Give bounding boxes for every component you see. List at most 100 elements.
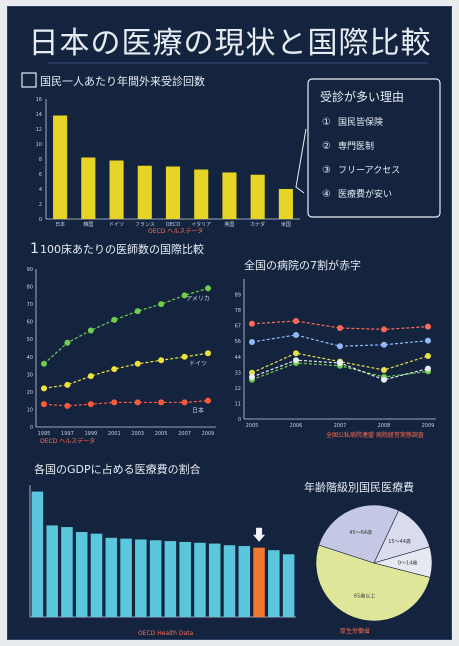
chart1-category-label: ドイツ (109, 222, 124, 228)
reason-text: フリーアクセス (338, 165, 400, 176)
chart3-x-tick: 2009 (422, 423, 435, 429)
chart1-bar (53, 115, 68, 219)
chart5-slice-label: 0～14歳 (398, 559, 418, 566)
chart2-series-label: 日本 (192, 407, 204, 415)
chart2-point (158, 399, 165, 406)
chart1-y-tick: 14 (36, 112, 42, 118)
chart2-series-line (43, 287, 209, 365)
chart2-y-tick: 50 (27, 337, 33, 343)
chart2-point (134, 399, 141, 406)
chart2-point (64, 339, 71, 346)
chart2-x-tick: 1995 (38, 431, 51, 437)
chart2-y-tick: 70 (27, 302, 33, 308)
outpatient-visits-chart: 国民一人あたり年間外来受診回数 0 2 4 6 8 10 12 14 16 日本 韓国 ドイツ フランス… (21, 72, 300, 235)
chart1-y-tick: 0 (39, 217, 42, 223)
chart4-bar (164, 541, 177, 617)
chart3-x-tick: 2008 (378, 423, 391, 429)
chart1-category-label: イタリア (191, 221, 211, 228)
reason-text: 医療費が安い (338, 188, 392, 200)
chart1-y-tick: 6 (39, 172, 42, 178)
chart2-y-tick: 30 (27, 372, 33, 378)
chart5-slice-label: 65歳以上 (354, 592, 375, 599)
chart3-y-tick: 78 (235, 308, 241, 314)
chart1-bar (109, 160, 124, 219)
chart3-point (249, 339, 255, 345)
reason-text: 専門医制 (338, 140, 374, 152)
chart2-point (158, 357, 165, 364)
chart1-bar (165, 166, 181, 219)
chart3-y-tick: 89 (235, 293, 241, 299)
chart3-point (381, 341, 387, 348)
chart2-point (205, 285, 211, 292)
reason-number: ② (322, 141, 331, 152)
chart3-point (381, 376, 387, 383)
chart3-y-tick: 44 (235, 355, 241, 361)
chart3-point (381, 367, 387, 373)
chart1-y-tick: 16 (36, 97, 42, 103)
chart1-bar (81, 157, 96, 219)
chart2-title: 100床あたりの医師数の国際比較 (40, 242, 204, 256)
chart1-category-label: 日本 (55, 221, 65, 228)
poster-board: 日本の医療の現状と国際比較 国民一人あたり年間外来受診回数 0 2 4 6 8 10 12 1… (7, 6, 452, 640)
chart4-bar (31, 491, 44, 617)
chart2-point (64, 381, 71, 388)
chart3-y-tick: 11 (235, 401, 241, 407)
chart1-y-tick: 8 (39, 157, 42, 163)
chart4-highlight-bar (253, 547, 265, 617)
chart4-bar (268, 550, 280, 617)
chart3-source: 全国公私病院連盟 病院経営実態調査 (326, 431, 424, 439)
chart3-point (249, 374, 255, 380)
chart2-point (41, 385, 47, 392)
chart4-bar (223, 545, 236, 617)
chart2-y-tick: 90 (27, 267, 33, 273)
chart4-bar (282, 554, 295, 617)
chart4-bar (135, 539, 147, 617)
chart2-x-tick: 1997 (61, 431, 74, 437)
chart2-point (111, 366, 118, 373)
chart2-x-tick: 2007 (178, 431, 191, 437)
chart2-point (205, 350, 211, 357)
chart2-x-tick: 2005 (155, 431, 168, 437)
chart3-point (293, 350, 299, 357)
poster-canvas: 日本の医療の現状と国際比較 国民一人あたり年間外来受診回数 0246810121… (21, 26, 441, 637)
chart4-bar (46, 525, 58, 617)
chart3-y-tick: 22 (235, 386, 241, 392)
chart1-title-box (21, 72, 37, 88)
chart2-source: OECD ヘルスデータ (40, 437, 95, 445)
chart3-x-tick: 2005 (246, 423, 259, 429)
chart3-point (293, 357, 299, 364)
reason-number: ① (322, 117, 331, 128)
chart1-y-tick: 2 (39, 202, 42, 208)
chart1-category-label: 韓国 (83, 221, 93, 228)
chart5-slice-label: 45～64歳 (349, 529, 372, 536)
doctors-per-bed-chart: 1 100床あたりの医師数の国際比較 0 10 20 30 40 50 60 70 80 90 19… (27, 241, 216, 445)
chart2-y-tick: 60 (27, 320, 33, 326)
chart3-point (425, 337, 431, 344)
chart4-bar (75, 532, 88, 617)
chart3-point (337, 325, 343, 331)
chart1-bar (250, 174, 265, 219)
chart4-bar (179, 541, 191, 617)
chart3-y-tick: 0 (238, 417, 241, 423)
reasons-pointer (295, 128, 307, 194)
chart2-y-tick: 20 (27, 390, 33, 396)
chart3-point (293, 332, 299, 338)
chart3-y-tick: 33 (235, 370, 241, 376)
chart2-series-label: アメリカ (186, 295, 210, 302)
chart1-bar (222, 172, 237, 219)
reason-number: ③ (322, 165, 331, 176)
chart2-x-tick: 2003 (131, 431, 144, 437)
chart2-point (87, 401, 94, 408)
chart3-x-tick: 2007 (334, 423, 347, 429)
chart1-title: 国民一人あたり年間外来受診回数 (40, 74, 205, 88)
chart1-source: OECD ヘルスデータ (148, 227, 203, 235)
reason-number: ④ (322, 189, 331, 200)
reasons-frame (307, 78, 441, 218)
chart1-category-label: カナダ (250, 221, 265, 228)
chart4-bar (120, 538, 132, 617)
chart2-point (158, 301, 165, 308)
chart5-title: 年齢階級別国民医療費 (304, 480, 414, 494)
chart2-y-tick: 80 (27, 285, 33, 291)
chart3-point (249, 320, 255, 327)
chart4-title: 各国のGDPに占める医療費の割合 (34, 462, 201, 476)
